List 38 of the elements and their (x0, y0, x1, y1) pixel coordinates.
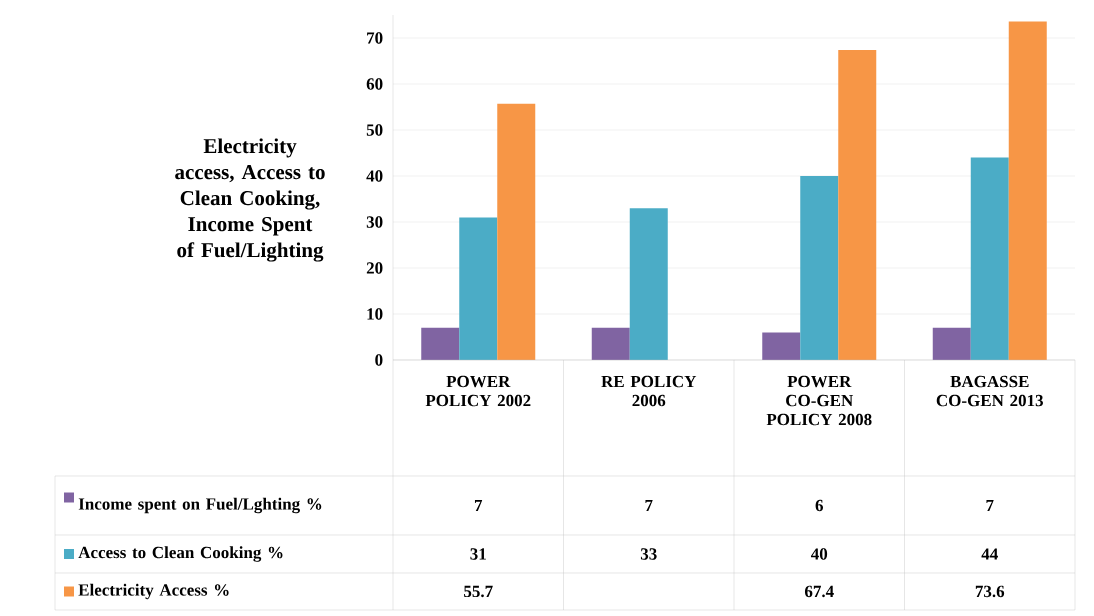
bar (800, 176, 839, 360)
data-label: 6 (815, 499, 824, 512)
x-tick-label: POWER CO-GEN POLICY 2008 (766, 375, 872, 426)
y-tick-label: 40 (366, 170, 383, 182)
data-label: 73.6 (975, 585, 1005, 598)
bar (932, 327, 971, 360)
data-label: 67.4 (804, 585, 834, 598)
data-label: 33 (640, 548, 657, 560)
x-tick-label: RE POLICY 2006 (601, 375, 697, 407)
data-label: 7 (986, 499, 994, 512)
bar (459, 217, 498, 360)
y-tick-label: 20 (366, 262, 383, 274)
bar (629, 208, 668, 360)
bar (970, 157, 1009, 360)
y-tick-label: 70 (367, 32, 383, 44)
data-label: 44 (981, 548, 998, 560)
bar (762, 332, 801, 360)
x-tick-label: POWER POLICY 2002 (425, 375, 531, 407)
y-tick-label: 30 (366, 216, 383, 228)
data-label: 55.7 (464, 585, 493, 598)
bar (421, 327, 460, 360)
bar (1008, 21, 1047, 360)
data-label: 31 (470, 548, 486, 560)
bar (497, 103, 536, 360)
legend-label: Income spent on Fuel/Lghting % (78, 497, 322, 514)
bar (838, 49, 877, 360)
data-label: 7 (474, 499, 483, 512)
y-tick-label: 0 (375, 354, 383, 366)
legend-label: Electricity Access % (78, 583, 229, 600)
y-axis-title: Electricity access, Access to Clean Cooking, Income Spent of Fuel/Lighting (175, 138, 325, 262)
legend-label: Access to Clean Cooking % (78, 546, 283, 562)
y-tick-label: 10 (367, 308, 383, 320)
y-tick-label: 60 (366, 78, 383, 90)
y-tick-label: 50 (366, 124, 383, 136)
x-tick-label: BAGASSE CO-GEN 2013 (936, 375, 1044, 407)
bar (591, 327, 630, 360)
data-label: 7 (645, 499, 653, 512)
data-label: 40 (811, 548, 828, 560)
